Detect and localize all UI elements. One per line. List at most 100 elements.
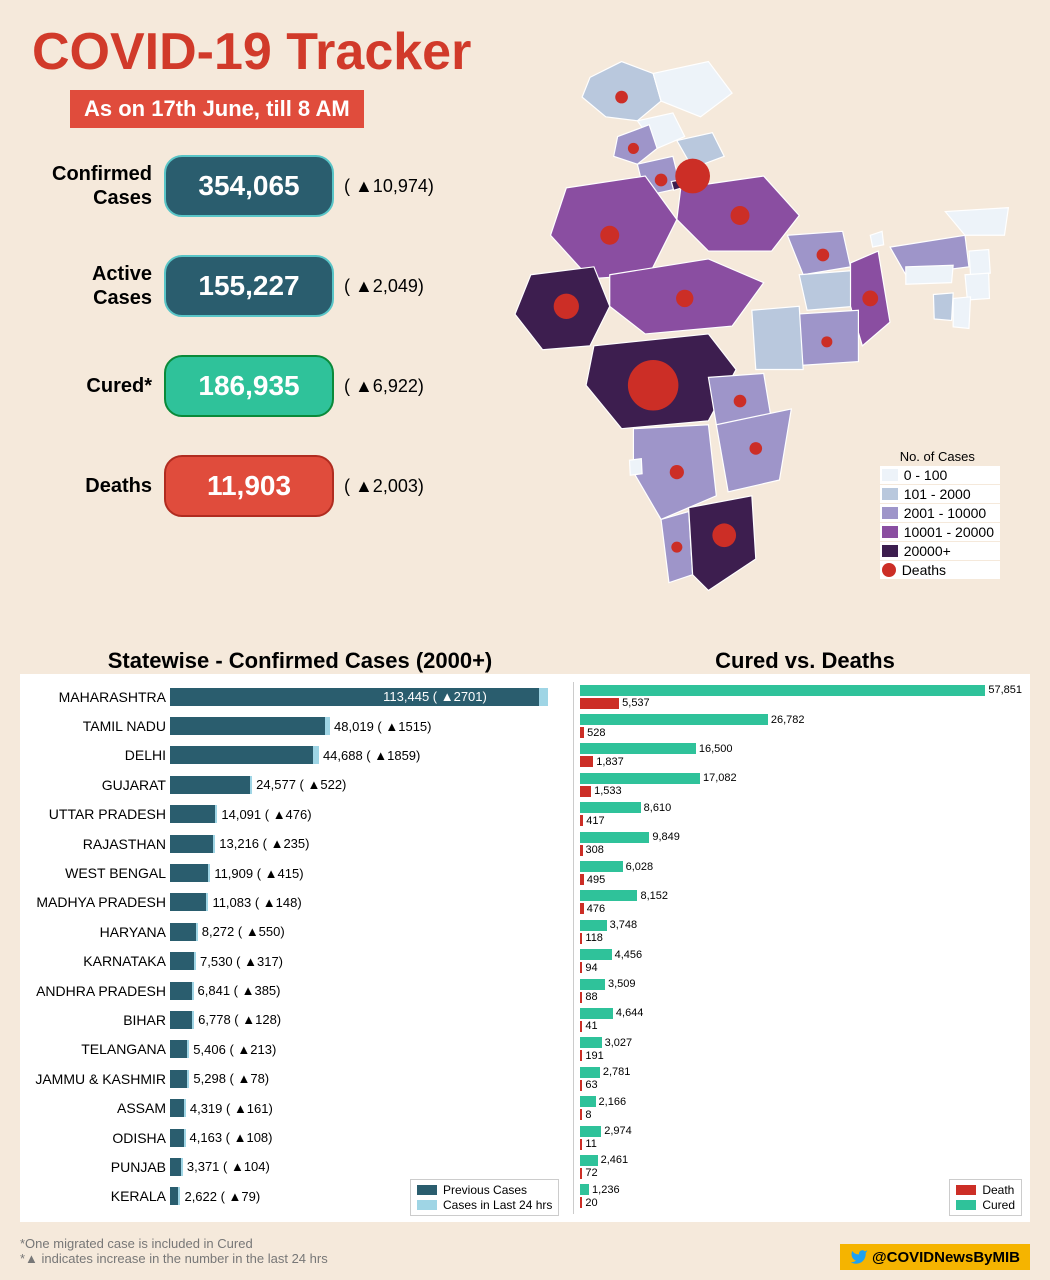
bar-label: 4,319 ( ▲161) [190,1101,273,1116]
map-state [933,293,953,321]
bar-new [178,1187,180,1205]
bar-prev [170,1187,178,1205]
stat-label: Cured* [24,374,152,398]
cured-bar [580,714,767,725]
legend-label: 101 - 2000 [904,486,971,502]
bar-new [192,1011,194,1029]
state-row: MAHARASHTRA113,445 ( ▲2701) [20,682,573,711]
cvd-row: 2,46172 [580,1152,1022,1181]
death-bar [580,698,619,709]
cured-label: 17,082 [703,772,737,784]
state-name: GUJARAT [20,777,170,793]
left-chart-title: Statewise - Confirmed Cases (2000+) [20,648,580,674]
bar-prev [170,717,325,735]
stat-row: ActiveCases155,227( ▲2,049) [24,255,454,317]
cured-label: 2,461 [601,1154,629,1166]
bar-new [539,688,548,706]
stat-value-pill: 354,065 [164,155,334,217]
legend-text: Death [982,1183,1014,1197]
death-label: 417 [586,815,604,827]
cvd-row: 17,0821,533 [580,770,1022,799]
stat-row: Cured*186,935( ▲6,922) [24,355,454,417]
death-label: 118 [585,932,603,944]
map-state [653,62,732,117]
legend-text: Cases in Last 24 hrs [443,1198,552,1212]
footnotes: *One migrated case is included in Cured*… [20,1236,328,1266]
death-label: 191 [585,1050,603,1062]
state-row: GUJARAT24,577 ( ▲522) [20,770,573,799]
left-chart-legend: Previous CasesCases in Last 24 hrs [410,1179,559,1216]
subtitle-banner: As on 17th June, till 8 AM [70,90,364,128]
state-name: RAJASTHAN [20,836,170,852]
death-label: 5,537 [622,697,650,709]
bar-track: 5,298 ( ▲78) [170,1070,573,1088]
cured-label: 4,644 [616,1007,644,1019]
bar-label: 11,083 ( ▲148) [212,895,301,910]
state-row: TELANGANA5,406 ( ▲213) [20,1035,573,1064]
cured-bar [580,920,606,931]
legend-label: Deaths [902,562,946,578]
cured-label: 2,166 [599,1096,627,1108]
bar-prev [170,1070,187,1088]
stat-row: ConfirmedCases354,065( ▲10,974) [24,155,454,217]
bar-new [206,893,208,911]
state-row: KARNATAKA7,530 ( ▲317) [20,947,573,976]
map-legend: No. of Cases0 - 100101 - 20002001 - 1000… [880,449,1000,580]
state-row: JAMMU & KASHMIR5,298 ( ▲78) [20,1064,573,1093]
death-label: 94 [585,962,597,974]
bar-label: 7,530 ( ▲317) [200,954,283,969]
legend-item: Cured [956,1198,1015,1212]
death-marker [676,290,693,307]
legend-row: 10001 - 20000 [880,523,1000,541]
state-name: JAMMU & KASHMIR [20,1071,170,1087]
state-row: ANDHRA PRADESH6,841 ( ▲385) [20,976,573,1005]
state-name: ODISHA [20,1130,170,1146]
state-name: WEST BENGAL [20,865,170,881]
state-row: MADHYA PRADESH 11,083 ( ▲148) [20,888,573,917]
legend-swatch [956,1185,976,1195]
bar-prev [170,982,192,1000]
state-row: HARYANA8,272 ( ▲550) [20,917,573,946]
legend-item: Cases in Last 24 hrs [417,1198,552,1212]
death-label: 476 [587,903,605,915]
cvd-row: 9,849308 [580,829,1022,858]
cured-bar [580,773,700,784]
cvd-row: 4,456 94 [580,947,1022,976]
cured-bar [580,890,637,901]
death-marker [821,336,832,347]
cured-bar [580,1155,597,1166]
bar-track: 6,841 ( ▲385) [170,982,573,1000]
page-title: COVID-19 Tracker [32,22,471,82]
death-bar [580,1021,582,1032]
cured-bar [580,861,622,872]
cured-bar [580,743,696,754]
death-label: 528 [587,727,605,739]
cured-label: 4,456 [615,949,643,961]
bar-prev [170,1158,181,1176]
stat-label: ConfirmedCases [24,162,152,210]
cured-label: 2,781 [603,1066,631,1078]
legend-label: 2001 - 10000 [904,505,987,521]
legend-swatch [417,1200,437,1210]
death-bar [580,1050,582,1061]
cured-label: 3,509 [608,978,636,990]
cvd-row: 8,610417 [580,800,1022,829]
cured-label: 9,849 [652,831,680,843]
legend-text: Previous Cases [443,1183,527,1197]
twitter-handle[interactable]: @COVIDNewsByMIB [840,1244,1030,1270]
bar-track: 44,688 ( ▲1859) [170,746,573,764]
death-bar [580,1139,582,1150]
legend-swatch [882,507,898,519]
legend-swatch [417,1185,437,1195]
bar-new [213,835,215,853]
cvd-row: 26,782528 [580,711,1022,740]
cvd-row: 57,8515,537 [580,682,1022,711]
state-row: TAMIL NADU48,019 ( ▲1515) [20,711,573,740]
map-state [953,297,970,329]
death-bar [580,1109,582,1120]
cured-bar [580,1126,601,1137]
death-bar [580,962,582,973]
state-name: MADHYA PRADESH [20,894,170,910]
state-name: DELHI [20,747,170,763]
handle-text: @COVIDNewsByMIB [872,1249,1020,1266]
